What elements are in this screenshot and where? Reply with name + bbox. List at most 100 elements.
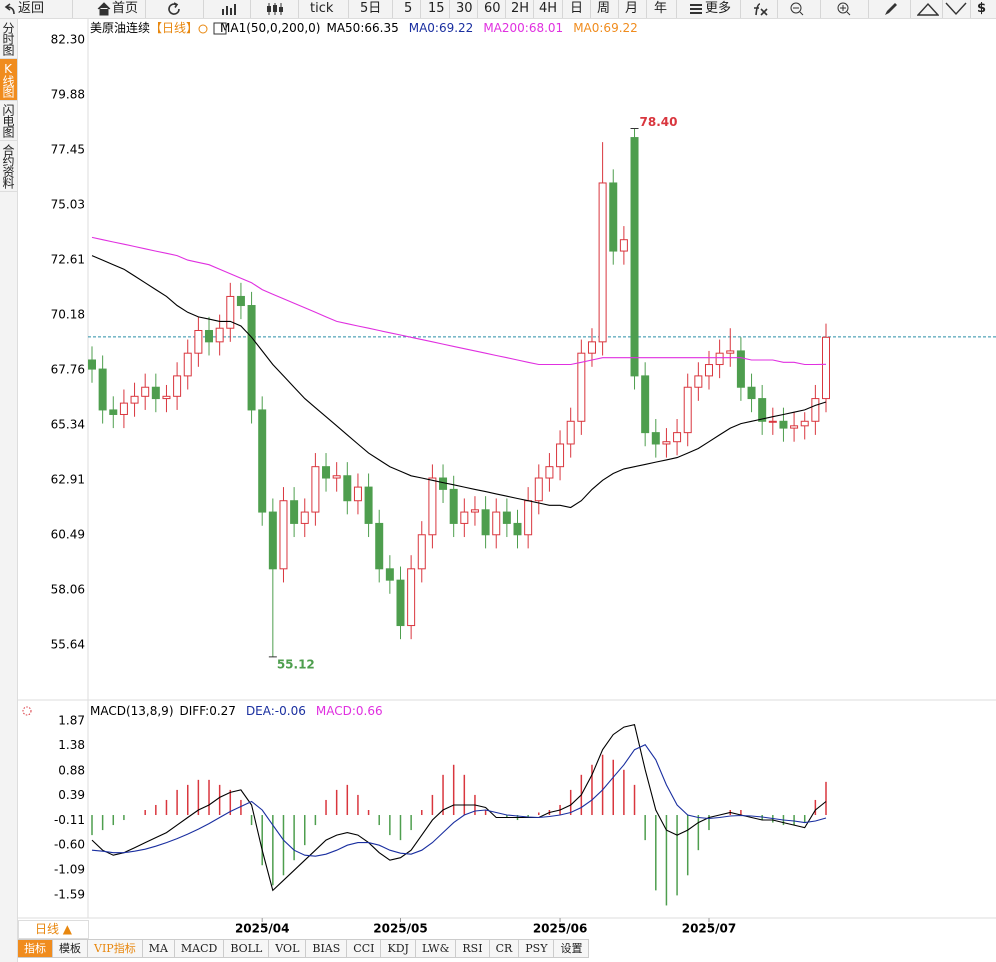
button[interactable]: $ <box>977 1 987 16</box>
y-tick-label: 67.76 <box>51 362 85 376</box>
y-tick-label: -0.60 <box>54 838 85 852</box>
candle-body <box>322 466 331 479</box>
tab[interactable]: VIP指标 <box>88 939 143 958</box>
button[interactable]: tick <box>310 1 334 16</box>
button[interactable]: 日 <box>570 1 584 16</box>
button[interactable]: 返回 <box>18 1 45 16</box>
zoom-in-icon[interactable] <box>836 2 852 16</box>
candle-body <box>311 466 320 513</box>
candle-body <box>481 509 490 536</box>
button[interactable]: 30 <box>456 1 473 16</box>
fx-icon[interactable] <box>751 2 769 16</box>
y-tick-label: 77.45 <box>51 143 85 157</box>
candle-body <box>173 375 182 397</box>
side-tab[interactable]: 合约资料 <box>0 141 17 192</box>
candle-body <box>779 420 788 429</box>
button[interactable]: 周 <box>597 1 611 16</box>
tab[interactable]: CR <box>489 939 520 958</box>
period-selector[interactable]: 日线 ▲ <box>18 920 89 939</box>
home-icon[interactable] <box>97 2 111 16</box>
candle-body <box>279 500 288 570</box>
tab[interactable]: 模板 <box>53 939 88 958</box>
zoom-out-icon[interactable] <box>789 2 805 16</box>
moving-average-line <box>91 255 827 509</box>
refresh-icon[interactable] <box>166 2 182 16</box>
candle-body <box>534 477 543 502</box>
button[interactable]: 15 <box>428 1 445 16</box>
button[interactable]: 5 <box>404 1 413 16</box>
y-tick-label: 79.88 <box>51 87 85 101</box>
tab[interactable]: MA <box>142 939 175 958</box>
button[interactable]: 2H <box>511 1 530 16</box>
button[interactable]: 5日 <box>360 1 382 16</box>
candle-body <box>811 398 820 422</box>
tab[interactable]: 指标 <box>18 939 53 958</box>
back-icon[interactable] <box>4 2 16 16</box>
candle-body <box>375 522 384 570</box>
candle-body <box>524 500 533 536</box>
instrument-title: 美原油连续 <box>90 20 150 35</box>
tab[interactable]: 设置 <box>554 939 590 958</box>
button[interactable]: 年 <box>654 1 668 16</box>
triangle-icon[interactable] <box>917 2 939 16</box>
tab[interactable]: PSY <box>519 939 555 958</box>
candle-body <box>417 534 426 570</box>
x-tick-label: 2025/04 <box>235 922 289 936</box>
legend-item: MA1(50,0,200,0) <box>220 21 320 35</box>
candle-body <box>470 509 479 513</box>
candle-body <box>290 500 299 524</box>
legend-item: MA200:68.01 <box>483 21 563 35</box>
tab[interactable]: VOL <box>269 939 307 958</box>
candle-body <box>704 364 713 377</box>
side-tab[interactable]: 分时图 <box>0 19 17 59</box>
x-tick-label: 2025/05 <box>373 922 427 936</box>
tab[interactable]: KDJ <box>381 939 416 958</box>
add-icon[interactable] <box>198 24 208 34</box>
side-tab[interactable]: 闪电图 <box>0 101 17 141</box>
tab[interactable]: BIAS <box>306 939 348 958</box>
period-label: 【日线】 <box>150 21 198 35</box>
y-tick-label: -0.11 <box>54 813 85 827</box>
button[interactable]: 更多 <box>705 1 732 16</box>
candle-body <box>141 386 150 397</box>
button[interactable]: 首页 <box>112 1 139 16</box>
settings-icon[interactable] <box>22 706 32 716</box>
menu-icon[interactable] <box>689 2 703 16</box>
bar-icon[interactable] <box>221 2 239 16</box>
indicator-tabs: 指标 模板 VIP指标 MA MACD BOLL VOL BIAS CCI KD… <box>18 939 590 958</box>
candle-body <box>630 137 639 377</box>
button[interactable]: 月 <box>625 1 639 16</box>
button[interactable]: 60 <box>484 1 501 16</box>
pen-icon[interactable] <box>883 2 899 16</box>
candle-body <box>768 420 777 423</box>
tab[interactable]: BOLL <box>224 939 270 958</box>
y-tick-label: 72.61 <box>51 252 85 266</box>
y-tick-label: 70.18 <box>51 308 85 322</box>
tab[interactable]: RSI <box>456 939 490 958</box>
candle-body <box>587 341 596 354</box>
button[interactable]: 4H <box>539 1 558 16</box>
candle-body <box>396 579 405 627</box>
candle-body <box>577 352 586 422</box>
tab[interactable]: MACD <box>174 939 225 958</box>
candle-body <box>736 350 745 388</box>
triangle-down-icon[interactable] <box>945 2 967 16</box>
candle-body <box>88 359 96 370</box>
candle-body <box>162 395 171 400</box>
candle-body <box>215 327 224 343</box>
legend-item: DEA:-0.06 <box>246 704 306 718</box>
candle-body <box>619 239 628 252</box>
candle-body <box>556 443 565 468</box>
legend-item: MA0:69.22 <box>409 21 474 35</box>
candle-body <box>758 398 767 422</box>
candle-body <box>258 409 267 513</box>
candle-icon[interactable] <box>265 2 285 16</box>
ma-icon[interactable] <box>213 22 227 35</box>
chart-legend: 美原油连续【日线】 MA1(50,0,200,0) MA50:66.35 MA0:69… <box>90 20 638 35</box>
candle-body <box>800 420 809 427</box>
tab[interactable]: LW& <box>415 939 457 958</box>
side-tab[interactable]: K线图 <box>0 59 17 101</box>
tab[interactable]: CCI <box>347 939 382 958</box>
